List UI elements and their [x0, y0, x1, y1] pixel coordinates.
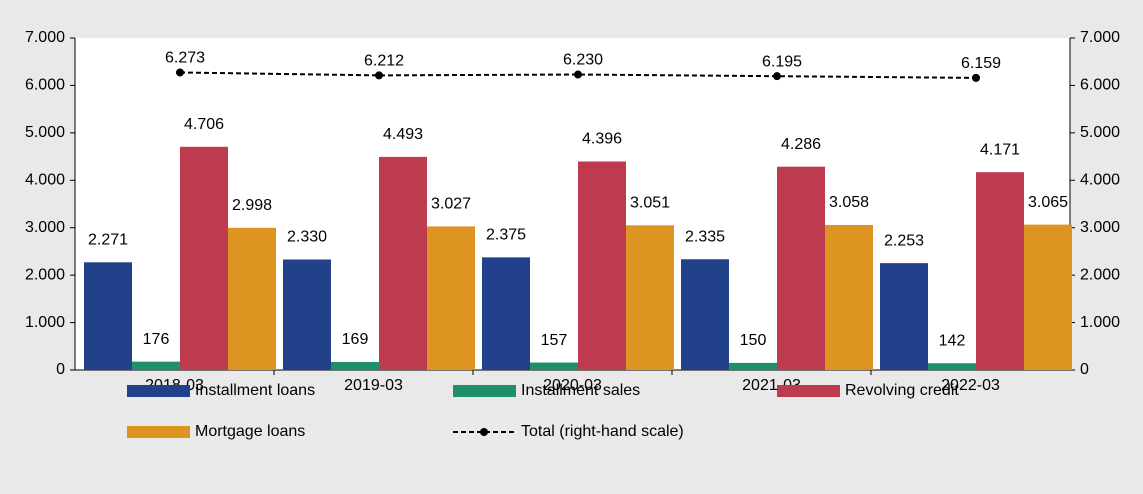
y-tick-label: 2.000: [25, 266, 65, 283]
legend-label: Installment sales: [521, 382, 640, 399]
data-label: 2.375: [486, 227, 526, 244]
data-label: 6.273: [165, 50, 205, 67]
bar: [626, 225, 674, 370]
y-tick-label: 4.000: [25, 172, 65, 189]
data-label: 4.493: [383, 126, 423, 143]
bar: [578, 161, 626, 370]
data-label: 157: [541, 332, 568, 349]
bar: [777, 166, 825, 370]
y2-tick-label: 7.000: [1080, 29, 1120, 46]
data-label: 4.286: [781, 136, 821, 153]
bar: [379, 156, 427, 370]
bar: [825, 224, 873, 370]
point: [773, 72, 781, 81]
data-label: 2.335: [685, 228, 725, 245]
x-tick-label: 2022-03: [941, 377, 1000, 394]
data-label: 3.051: [630, 195, 670, 212]
data-label: 6.230: [563, 52, 603, 69]
data-label: 3.027: [431, 196, 471, 213]
y2-tick-label: 4.000: [1080, 172, 1120, 189]
x-tick-label: 2019-03: [344, 377, 403, 394]
y2-tick-label: 1.000: [1080, 314, 1120, 331]
y2-tick-label: 6.000: [1080, 77, 1120, 94]
bar: [180, 146, 228, 370]
legend-label: Mortgage loans: [195, 423, 305, 440]
y2-tick-label: 3.000: [1080, 219, 1120, 236]
point: [375, 71, 383, 80]
point: [972, 73, 980, 82]
y-tick-label: 1.000: [25, 314, 65, 331]
data-label: 150: [740, 332, 767, 349]
data-label: 3.058: [829, 194, 869, 211]
legend-swatch: [480, 428, 488, 436]
line: [179, 71, 977, 79]
data-label: 2.253: [884, 232, 924, 249]
data-label: 6.195: [762, 53, 802, 70]
bar: [84, 262, 132, 370]
legend-label: Installment loans: [195, 382, 315, 399]
legend-swatch: [127, 426, 190, 438]
legend-swatch: [453, 385, 516, 397]
data-label: 176: [143, 331, 170, 348]
bar: [976, 172, 1024, 370]
x-tick-label: 2020-03: [543, 377, 602, 394]
y-tick-label: 0: [56, 361, 65, 378]
y2-tick-label: 0: [1080, 361, 1089, 378]
bar: [729, 362, 777, 370]
data-label: 2.271: [88, 232, 128, 249]
data-label: 2.998: [232, 197, 272, 214]
bar: [482, 257, 530, 370]
y-tick-label: 6.000: [25, 77, 65, 94]
bar: [1024, 224, 1072, 370]
bar: [530, 362, 578, 370]
y-tick-label: 3.000: [25, 219, 65, 236]
data-label: 142: [939, 332, 966, 349]
legend-label: Total (right-hand scale): [521, 423, 684, 440]
data-label: 3.065: [1028, 194, 1068, 211]
y-tick-label: 5.000: [25, 124, 65, 141]
point: [574, 70, 582, 79]
legend-label: Revolving credit: [845, 382, 959, 399]
data-label: 4.706: [184, 116, 224, 133]
data-label: 2.330: [287, 229, 327, 246]
data-label: 6.159: [961, 55, 1001, 72]
bar: [132, 361, 180, 370]
bar: [283, 259, 331, 370]
legend-swatch: [127, 385, 190, 397]
bar: [331, 361, 379, 370]
data-label: 6.212: [364, 53, 404, 70]
point: [176, 68, 184, 77]
bar: [228, 227, 276, 370]
data-label: 4.171: [980, 141, 1020, 158]
y-tick-label: 7.000: [25, 29, 65, 46]
bar: [427, 226, 475, 370]
data-label: 169: [342, 331, 369, 348]
data-label: 4.396: [582, 131, 622, 148]
y2-tick-label: 5.000: [1080, 124, 1120, 141]
y2-tick-label: 2.000: [1080, 266, 1120, 283]
bar: [681, 259, 729, 370]
bar: [880, 263, 928, 370]
legend-swatch: [777, 385, 840, 397]
bar: [928, 363, 976, 370]
